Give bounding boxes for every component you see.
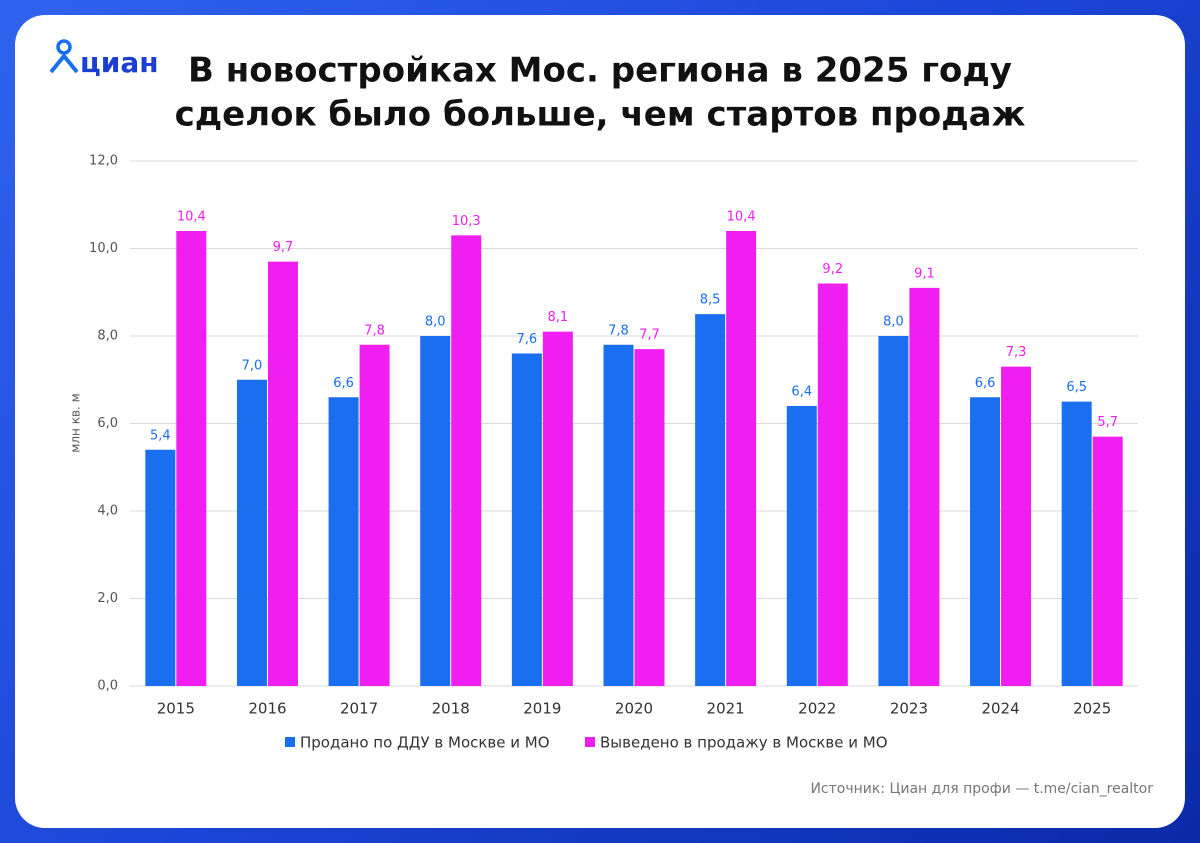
value-label: 5,7	[1097, 415, 1118, 430]
chart-title: В новостройках Мос. региона в 2025 году	[188, 51, 1012, 91]
value-label: 6,6	[975, 376, 996, 391]
bar	[817, 283, 848, 686]
bar	[542, 331, 573, 686]
value-label: 9,7	[273, 240, 294, 255]
value-label: 5,4	[150, 428, 171, 443]
y-tick-label: 2,0	[97, 591, 118, 606]
x-tick-label: 2015	[157, 700, 195, 718]
value-label: 7,7	[639, 328, 660, 343]
value-label: 6,5	[1066, 380, 1087, 395]
y-tick-label: 6,0	[97, 416, 118, 431]
bar	[909, 287, 940, 686]
value-label: 6,6	[333, 376, 354, 391]
y-tick-label: 12,0	[89, 154, 118, 169]
bar	[1001, 366, 1032, 686]
bar	[786, 406, 817, 686]
bar	[1092, 436, 1123, 686]
value-label: 7,8	[608, 323, 629, 338]
bar	[1061, 401, 1092, 686]
bar	[970, 397, 1001, 686]
value-label: 9,2	[822, 262, 843, 277]
value-label: 8,5	[700, 293, 721, 308]
value-label: 7,8	[364, 323, 385, 338]
x-tick-label: 2024	[981, 700, 1019, 718]
y-tick-label: 10,0	[89, 241, 118, 256]
bar	[236, 379, 267, 686]
x-tick-label: 2025	[1073, 700, 1111, 718]
bar	[145, 449, 176, 686]
bar	[267, 261, 298, 686]
legend-label: Продано по ДДУ в Москве и МО	[300, 734, 550, 752]
x-tick-label: 2022	[798, 700, 836, 718]
value-label: 7,0	[242, 358, 263, 373]
x-tick-label: 2017	[340, 700, 378, 718]
value-label: 7,3	[1006, 345, 1027, 360]
bar	[603, 344, 634, 686]
y-tick-label: 0,0	[97, 679, 118, 694]
legend-swatch	[585, 737, 595, 747]
x-tick-label: 2021	[707, 700, 745, 718]
bar	[878, 336, 909, 686]
bar	[726, 231, 757, 686]
bar	[420, 336, 451, 686]
bar	[328, 397, 359, 686]
value-label: 8,0	[425, 315, 446, 330]
value-label: 10,3	[452, 214, 481, 229]
x-tick-label: 2016	[248, 700, 286, 718]
y-axis-label: млн кв. м	[69, 393, 83, 452]
logo: циан	[80, 46, 159, 79]
value-label: 6,4	[791, 385, 812, 400]
bar	[359, 344, 390, 686]
value-label: 10,4	[727, 210, 756, 225]
y-tick-label: 4,0	[97, 504, 118, 519]
x-tick-label: 2020	[615, 700, 653, 718]
bar	[634, 349, 665, 686]
y-tick-label: 8,0	[97, 329, 118, 344]
x-tick-label: 2019	[523, 700, 561, 718]
source: Источник: Циан для профи — t.me/cian_rea…	[810, 781, 1153, 797]
x-tick-label: 2023	[890, 700, 928, 718]
value-label: 8,0	[883, 315, 904, 330]
legend-label: Выведено в продажу в Москве и МО	[600, 734, 888, 752]
bar	[451, 235, 482, 686]
value-label: 10,4	[177, 210, 206, 225]
value-label: 9,1	[914, 266, 935, 281]
chart-title: сделок было больше, чем стартов продаж	[175, 95, 1026, 135]
value-label: 8,1	[548, 310, 569, 325]
x-tick-label: 2018	[432, 700, 470, 718]
legend-swatch	[285, 737, 295, 747]
bar	[176, 231, 207, 686]
bar	[695, 314, 726, 686]
logo-icon	[49, 39, 79, 74]
value-label: 7,6	[517, 332, 538, 347]
bar	[511, 353, 542, 686]
